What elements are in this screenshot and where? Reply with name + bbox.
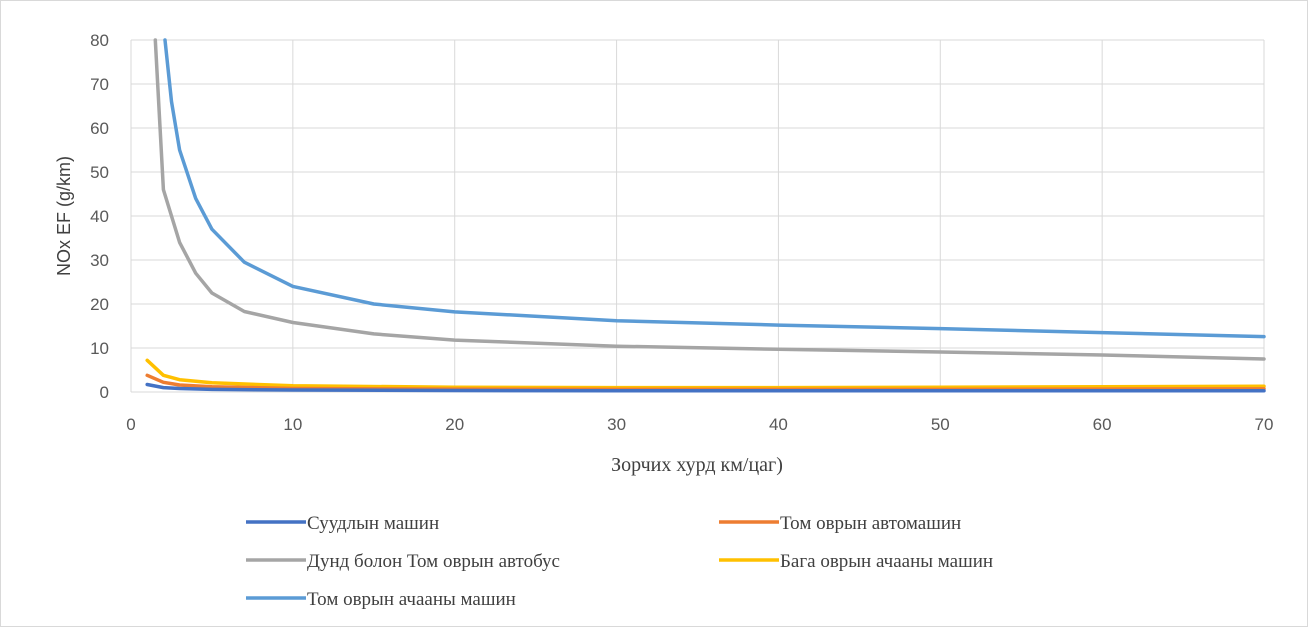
y-axis-label: NOx EF (g/km) — [54, 156, 74, 276]
legend-item: Дунд болон Том оврын автобус — [246, 551, 560, 572]
x-tick-label: 30 — [607, 415, 626, 434]
legend-item: Том оврын автомашин — [719, 513, 961, 534]
legend-item: Том оврын ачааны машин — [246, 589, 516, 610]
series-line-1 — [145, 382, 1266, 393]
legend-label: Дунд болон Том оврын автобус — [307, 551, 560, 572]
y-axis-ticks: 0 10 20 30 40 50 60 70 80 — [90, 31, 109, 402]
x-tick-label: 10 — [283, 415, 302, 434]
gridlines — [130, 39, 1265, 393]
legend: Суудлын машин Том оврын автомашин Дунд бол… — [246, 513, 993, 610]
x-tick-label: 70 — [1255, 415, 1274, 434]
legend-item: Бага оврын ачааны машин — [719, 551, 993, 572]
series-line-3 — [153, 38, 1266, 361]
x-tick-label: 0 — [126, 415, 135, 434]
y-tick-label: 40 — [90, 207, 109, 226]
legend-label: Том оврын автомашин — [780, 513, 961, 534]
y-tick-label: 60 — [90, 119, 109, 138]
y-tick-label: 70 — [90, 75, 109, 94]
y-tick-label: 0 — [100, 383, 109, 402]
x-tick-label: 20 — [445, 415, 464, 434]
y-tick-label: 30 — [90, 251, 109, 270]
legend-label: Суудлын машин — [307, 513, 439, 534]
y-tick-label: 10 — [90, 339, 109, 358]
y-tick-label: 80 — [90, 31, 109, 50]
series-line-4 — [145, 358, 1266, 390]
x-tick-label: 60 — [1093, 415, 1112, 434]
series-line-5 — [163, 38, 1266, 339]
series-lines — [145, 38, 1266, 393]
y-tick-label: 20 — [90, 295, 109, 314]
y-tick-label: 50 — [90, 163, 109, 182]
legend-label: Бага оврын ачааны машин — [780, 551, 993, 572]
x-tick-label: 50 — [931, 415, 950, 434]
x-axis-label: Зорчих хурд км/цаг) — [611, 454, 783, 476]
x-tick-label: 40 — [769, 415, 788, 434]
x-axis-ticks: 0 10 20 30 40 50 60 70 — [126, 415, 1273, 434]
legend-item: Суудлын машин — [246, 513, 439, 534]
legend-label: Том оврын ачааны машин — [307, 589, 516, 610]
